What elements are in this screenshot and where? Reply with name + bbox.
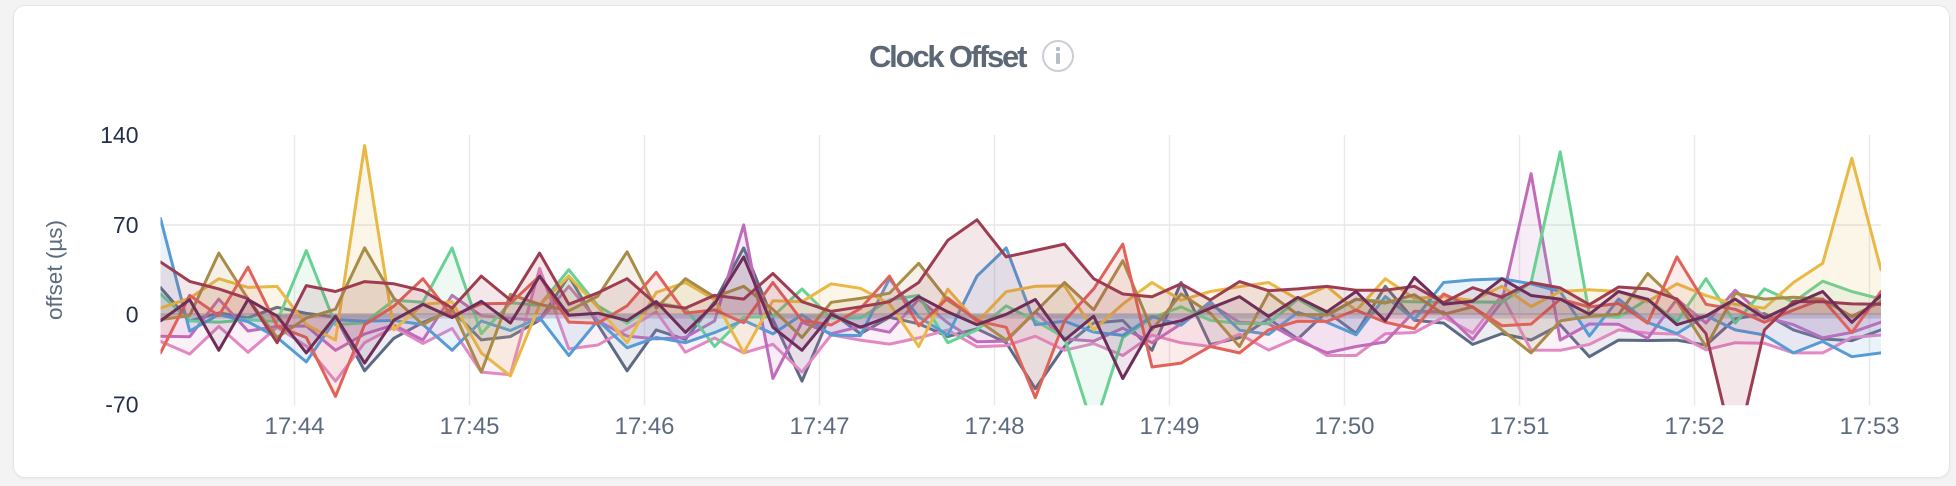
svg-text:70: 70 bbox=[113, 212, 139, 238]
svg-text:17:46: 17:46 bbox=[614, 413, 674, 440]
svg-text:17:51: 17:51 bbox=[1489, 413, 1549, 440]
svg-text:17:49: 17:49 bbox=[1139, 413, 1199, 440]
svg-text:17:53: 17:53 bbox=[1839, 413, 1899, 440]
svg-text:0: 0 bbox=[126, 302, 139, 328]
svg-text:17:52: 17:52 bbox=[1664, 413, 1724, 440]
svg-text:17:44: 17:44 bbox=[264, 413, 324, 440]
svg-text:17:48: 17:48 bbox=[964, 413, 1024, 440]
svg-text:17:47: 17:47 bbox=[789, 413, 849, 440]
svg-text:140: 140 bbox=[100, 122, 138, 148]
svg-text:offset (µs): offset (µs) bbox=[42, 220, 67, 320]
svg-text:17:50: 17:50 bbox=[1314, 413, 1374, 440]
svg-text:17:45: 17:45 bbox=[439, 413, 499, 440]
svg-text:-70: -70 bbox=[105, 392, 138, 418]
